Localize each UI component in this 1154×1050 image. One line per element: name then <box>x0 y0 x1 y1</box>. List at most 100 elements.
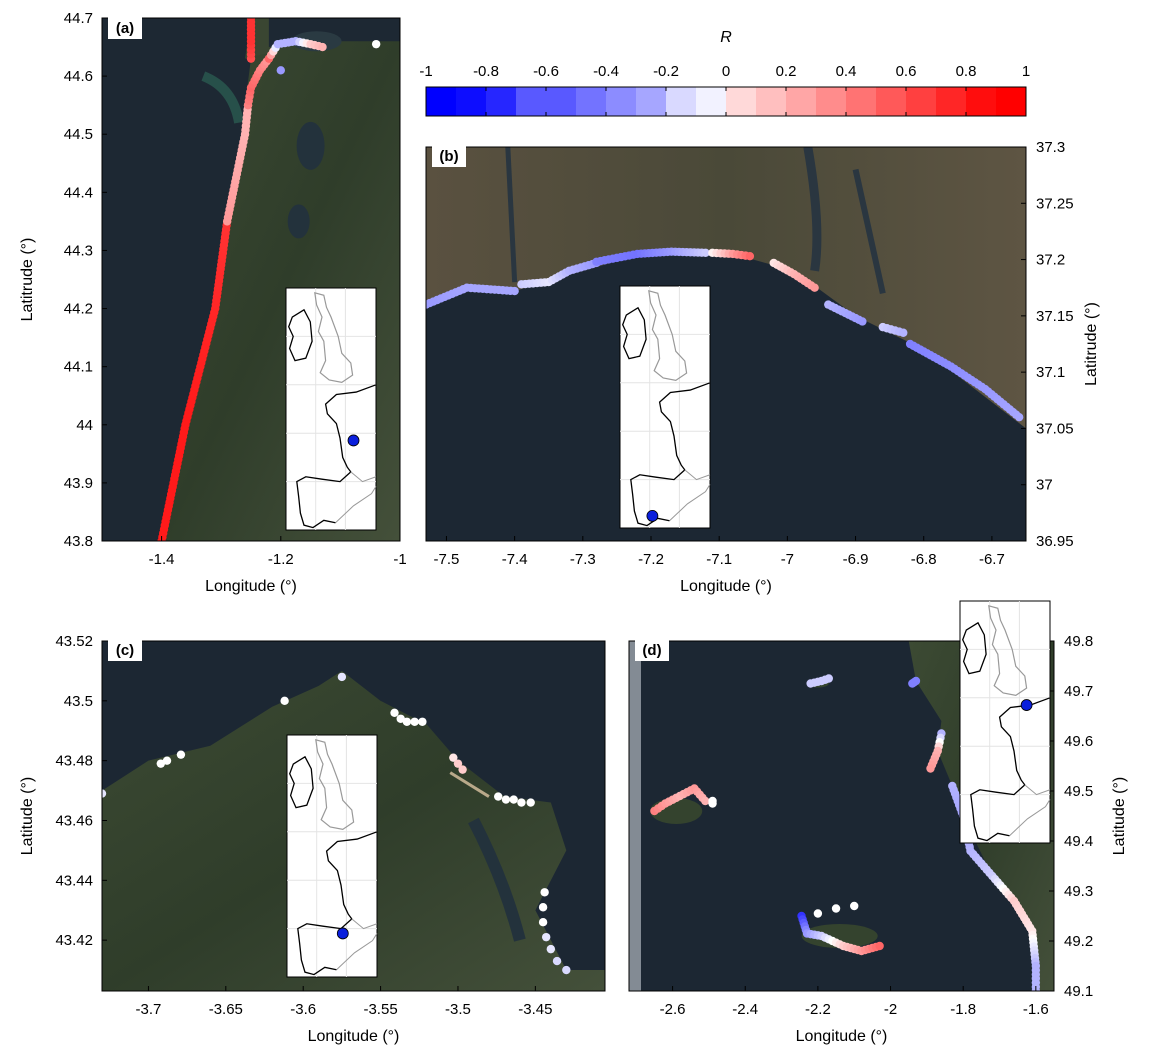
x-tick-label: -1.2 <box>268 551 294 568</box>
data-point <box>390 708 399 717</box>
data-point <box>280 696 289 706</box>
panel-label: (a) <box>116 20 134 37</box>
data-point <box>824 674 833 683</box>
colorbar-swatch <box>546 87 577 116</box>
data-point <box>538 903 548 912</box>
y-tick-label: 37.3 <box>1036 139 1065 156</box>
axes-frame <box>628 640 1055 992</box>
panel-label-box <box>108 17 142 39</box>
y-tick-label: 49.8 <box>1064 633 1093 650</box>
data-point <box>875 941 884 951</box>
data-point <box>509 795 518 804</box>
y-tick-label: 43.42 <box>55 932 93 949</box>
y-tick-label: 44.2 <box>64 301 93 318</box>
inset-border <box>335 486 377 524</box>
x-tick-label: -1.8 <box>950 1001 976 1018</box>
data-point <box>850 901 859 911</box>
data-point <box>810 283 819 292</box>
inset-frame <box>286 734 378 978</box>
panel-label: (d) <box>642 642 661 659</box>
data-point <box>494 792 503 801</box>
x-tick-label: -3.5 <box>445 1001 471 1018</box>
colorbar-tick-label: 0.8 <box>956 63 977 80</box>
data-point <box>410 717 419 726</box>
y-tick-label: 44.3 <box>64 242 93 259</box>
y-tick-label: 43.8 <box>64 533 93 550</box>
x-tick-label: -3.45 <box>518 1001 552 1018</box>
data-point <box>526 798 535 807</box>
inset-great-britain <box>315 739 355 831</box>
data-point <box>899 328 908 337</box>
island-jersey <box>801 924 878 948</box>
data-point <box>562 965 571 975</box>
data-point <box>418 717 427 726</box>
data-point <box>510 286 519 296</box>
land-area <box>426 147 1026 429</box>
y-tick-label: 37.05 <box>1036 420 1074 437</box>
inset-frame <box>619 285 711 529</box>
data-point <box>453 759 463 768</box>
x-tick-label: -7.4 <box>502 551 528 568</box>
y-tick-label: 49.5 <box>1064 783 1093 800</box>
lake-area <box>287 204 310 239</box>
colorbar-tick-label: -0.6 <box>533 63 559 80</box>
x-tick-label: -2 <box>884 1001 897 1018</box>
colorbar-swatch <box>966 87 997 116</box>
colorbar-swatch <box>576 87 607 116</box>
data-point <box>276 66 285 75</box>
x-tick-label: -2.4 <box>732 1001 758 1018</box>
data-point <box>546 944 556 954</box>
inset-map <box>286 734 378 978</box>
inset-great-britain <box>648 290 688 382</box>
data-point <box>538 917 548 927</box>
panel-b: -7.5 -7.4 -7.3 -7.2 -7.1 -7 -6.9 -6.8 -6.7 36.95 3… <box>425 139 1100 595</box>
inset-border <box>336 933 378 971</box>
y-tick-label: 44.5 <box>64 126 93 143</box>
data-point <box>371 39 381 49</box>
inset-frame <box>959 600 1051 844</box>
y-tick-label: 44.4 <box>64 184 93 201</box>
data-point <box>708 799 717 808</box>
colorbar-swatch <box>876 87 907 116</box>
inset-coastline <box>296 384 377 529</box>
inset-frame <box>285 287 377 531</box>
inset-location-marker <box>646 510 659 522</box>
x-tick-label: -6.7 <box>979 551 1005 568</box>
y-tick-label: 44 <box>76 417 93 434</box>
data-point <box>402 717 412 726</box>
data-point <box>701 796 710 806</box>
y-tick-label: 43.48 <box>55 753 93 770</box>
panel-c: -3.7 -3.65 -3.6 -3.55 -3.5 -3.45 43.42 43.44 43.… <box>19 633 606 1045</box>
inset-coastline <box>970 697 1051 842</box>
lake-area <box>296 121 325 170</box>
inset-location-marker <box>347 434 360 447</box>
x-tick-label: -1 <box>393 551 406 568</box>
colorbar-title: R <box>720 29 732 46</box>
colorbar-swatch <box>426 87 457 116</box>
panel-label: (c) <box>116 642 134 659</box>
inset-ireland <box>621 306 647 360</box>
axes-frame <box>101 640 606 992</box>
colorbar-swatch <box>816 87 847 116</box>
x-tick-label: -1.4 <box>149 551 175 568</box>
data-point <box>552 956 562 966</box>
river <box>803 147 822 272</box>
y-axis-label: Latitrude (°) <box>19 238 36 322</box>
data-point <box>831 904 841 913</box>
y-tick-label: 36.95 <box>1036 533 1074 550</box>
y-tick-label: 43.44 <box>55 872 93 889</box>
river <box>505 147 518 283</box>
x-tick-label: -7 <box>781 551 794 568</box>
y-tick-label: 49.3 <box>1064 883 1093 900</box>
y-tick-label: 37.25 <box>1036 195 1074 212</box>
colorbar-tick-label: -0.8 <box>473 63 499 80</box>
inset-ireland <box>961 621 987 675</box>
colorbar-tick-label: 0 <box>722 63 730 80</box>
y-axis-label: Latitude (°) <box>1111 777 1128 855</box>
colorbar-swatch <box>486 87 517 116</box>
inset-border <box>350 471 377 483</box>
data-point <box>458 765 467 774</box>
x-tick-label: -2.2 <box>805 1001 831 1018</box>
shallow-water <box>201 71 245 124</box>
